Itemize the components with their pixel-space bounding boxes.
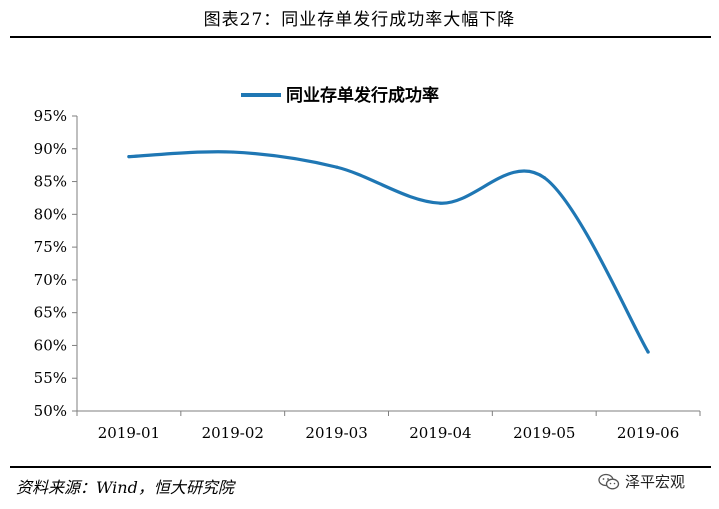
y-tick-label: 75% (34, 238, 67, 256)
series-group (127, 150, 650, 354)
series-line (127, 150, 650, 354)
y-tick-label: 80% (34, 205, 67, 223)
x-tick-label: 2019-04 (409, 424, 471, 442)
data-point (127, 155, 131, 159)
x-tick-label: 2019-03 (305, 424, 367, 442)
data-point (231, 150, 235, 154)
title-divider (10, 36, 711, 38)
y-tick-label: 90% (34, 140, 67, 158)
y-tick-label: 95% (34, 107, 67, 125)
chart-legend: 同业存单发行成功率 (241, 85, 439, 106)
line-chart: 同业存单发行成功率 50% 55% 60% 65% 70% 75% 80% 85% 90% 95%… (34, 85, 701, 442)
data-point (438, 201, 443, 205)
y-tick-label: 65% (34, 304, 67, 322)
y-tick-label: 70% (34, 271, 67, 289)
data-point (334, 165, 339, 169)
watermark: 泽平宏观 (598, 471, 685, 492)
source-divider (10, 466, 711, 468)
legend-label: 同业存单发行成功率 (286, 85, 439, 106)
y-tick-label: 85% (34, 173, 67, 191)
source-note: 资料来源：Wind，恒大研究院 (16, 478, 234, 497)
wechat-icon (598, 473, 620, 489)
y-axis: 50% 55% 60% 65% 70% 75% 80% 85% 90% 95% (34, 107, 78, 420)
x-tick-label: 2019-06 (617, 424, 679, 442)
data-point (646, 350, 650, 354)
figure-title: 图表27：同业存单发行成功率大幅下降 (203, 10, 516, 30)
y-tick-label: 55% (34, 369, 67, 387)
x-tick-label: 2019-02 (202, 424, 264, 442)
y-tick-label: 50% (34, 402, 67, 420)
watermark-text: 泽平宏观 (625, 473, 686, 491)
x-tick-label: 2019-05 (513, 424, 575, 442)
x-tick-label: 2019-01 (98, 424, 160, 442)
y-tick-label: 60% (34, 336, 67, 354)
x-axis: 2019-01 2019-02 2019-03 2019-04 2019-05 2019-… (76, 410, 701, 442)
data-point (542, 176, 546, 180)
